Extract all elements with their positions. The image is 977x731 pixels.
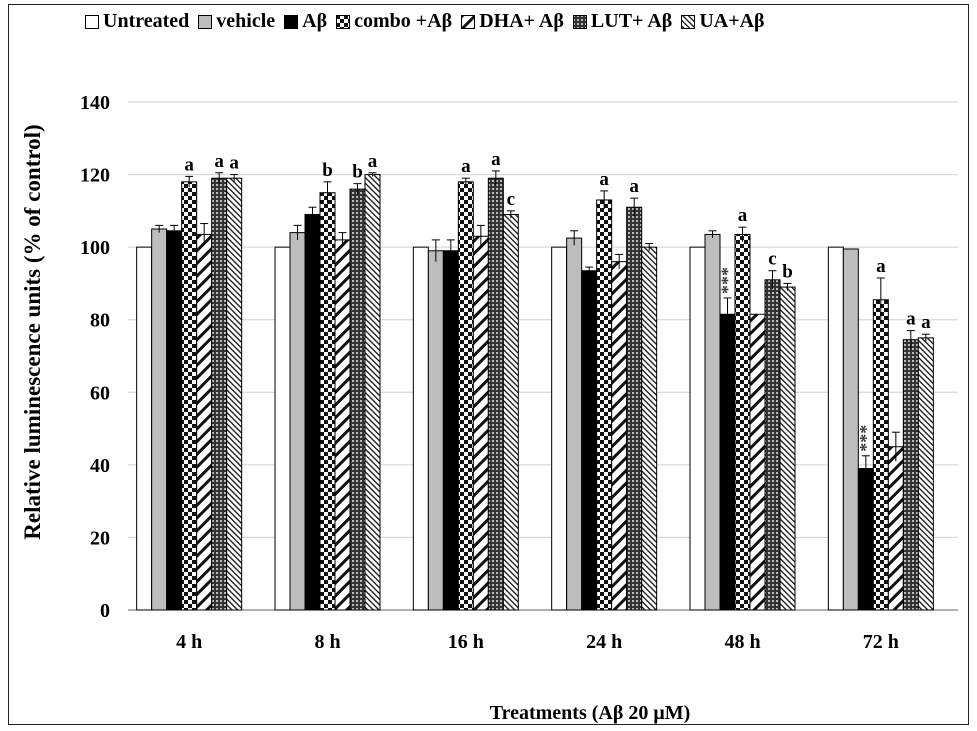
bar bbox=[289, 232, 306, 611]
x-axis-label: Treatments (Aβ 20 μM) bbox=[489, 702, 691, 724]
bar bbox=[181, 181, 198, 611]
bar bbox=[689, 246, 706, 611]
x-tick-label: 8 h bbox=[314, 631, 340, 653]
bar bbox=[349, 188, 366, 611]
significance-label: a bbox=[876, 256, 886, 277]
legend-swatch bbox=[336, 14, 351, 29]
bar bbox=[857, 467, 874, 611]
bar bbox=[211, 177, 228, 611]
legend-label: Untreated bbox=[103, 10, 190, 32]
y-tick-label: 140 bbox=[80, 92, 110, 114]
significance-label: a bbox=[368, 151, 378, 172]
bar bbox=[551, 246, 568, 611]
bar bbox=[764, 279, 781, 611]
significance-label: a bbox=[906, 309, 916, 330]
chart-frame bbox=[8, 4, 969, 725]
legend-label: UA+Aβ bbox=[699, 10, 765, 32]
bar bbox=[151, 228, 168, 611]
significance-label: a bbox=[229, 153, 239, 174]
significance-label: a bbox=[629, 176, 639, 197]
bar bbox=[334, 239, 351, 611]
legend-item: DHA+ Aβ bbox=[461, 10, 564, 33]
significance-label: a bbox=[599, 169, 609, 190]
significance-label: b bbox=[322, 160, 333, 181]
bar bbox=[442, 250, 459, 611]
legend-item: UA+Aβ bbox=[681, 10, 765, 33]
y-tick-label: 40 bbox=[90, 455, 110, 477]
significance-label: c bbox=[507, 189, 515, 210]
legend-label: LUT+ Aβ bbox=[590, 10, 673, 32]
y-tick-label: 0 bbox=[100, 600, 110, 622]
legend-label: combo +Aβ bbox=[354, 10, 453, 32]
bar bbox=[581, 270, 598, 611]
x-tick-label: 72 h bbox=[863, 631, 899, 653]
legend-label: DHA+ Aβ bbox=[479, 10, 564, 32]
legend-item: Aβ bbox=[284, 10, 327, 33]
bar bbox=[304, 213, 321, 611]
significance-label: a bbox=[184, 154, 194, 175]
y-tick-label: 80 bbox=[90, 310, 110, 332]
y-tick-label: 120 bbox=[80, 165, 110, 187]
legend-label: vehicle bbox=[216, 10, 276, 32]
legend-swatch bbox=[572, 14, 587, 29]
significance-label: a bbox=[491, 149, 501, 170]
bar bbox=[917, 337, 934, 611]
significance-label: b bbox=[782, 261, 793, 282]
bar bbox=[136, 246, 153, 611]
x-tick-label: 48 h bbox=[724, 631, 760, 653]
significance-label: *** bbox=[856, 425, 876, 452]
bar bbox=[457, 181, 474, 611]
bar bbox=[887, 446, 904, 611]
bar bbox=[749, 313, 766, 611]
bar bbox=[319, 192, 336, 611]
bar bbox=[472, 235, 489, 611]
bar bbox=[611, 261, 628, 611]
bar bbox=[827, 246, 844, 611]
bar bbox=[626, 206, 643, 611]
significance-label: b bbox=[352, 162, 363, 183]
bar bbox=[842, 248, 859, 611]
legend-item: LUT+ Aβ bbox=[572, 10, 673, 33]
significance-label: a bbox=[214, 151, 224, 172]
significance-label: *** bbox=[718, 267, 738, 294]
legend-swatch bbox=[461, 14, 476, 29]
x-tick-label: 24 h bbox=[586, 631, 622, 653]
legend-swatch bbox=[681, 14, 696, 29]
y-tick-label: 60 bbox=[90, 382, 110, 404]
bar bbox=[566, 237, 583, 611]
bar bbox=[427, 250, 444, 611]
bar bbox=[412, 246, 429, 611]
bar bbox=[719, 313, 736, 611]
legend-item: combo +Aβ bbox=[336, 10, 452, 33]
bar bbox=[641, 246, 658, 611]
legend-item: vehicle bbox=[198, 10, 275, 33]
legend-label: Aβ bbox=[302, 10, 328, 32]
significance-label: a bbox=[738, 205, 748, 226]
legend-swatch bbox=[284, 14, 299, 29]
bar bbox=[226, 177, 243, 611]
chart-legend: Untreated vehicle Aβ combo +Aβ DHA+ Aβ LUT+ A… bbox=[85, 10, 765, 33]
bar bbox=[872, 299, 889, 611]
bar bbox=[779, 286, 796, 611]
y-tick-label: 20 bbox=[90, 527, 110, 549]
y-tick-label: 100 bbox=[80, 237, 110, 259]
bar bbox=[364, 174, 381, 611]
significance-label: a bbox=[461, 156, 471, 177]
bar bbox=[166, 230, 183, 611]
x-tick-label: 4 h bbox=[176, 631, 202, 653]
x-tick-label: 16 h bbox=[448, 631, 484, 653]
significance-label: a bbox=[921, 312, 931, 333]
bar bbox=[274, 246, 291, 611]
bar bbox=[502, 213, 519, 611]
significance-label: c bbox=[768, 249, 776, 270]
bar bbox=[487, 177, 504, 611]
bar bbox=[902, 339, 919, 611]
legend-item: Untreated bbox=[85, 10, 189, 33]
bar bbox=[596, 199, 613, 611]
legend-swatch bbox=[198, 14, 213, 29]
bar bbox=[196, 233, 213, 611]
legend-swatch bbox=[85, 14, 99, 29]
